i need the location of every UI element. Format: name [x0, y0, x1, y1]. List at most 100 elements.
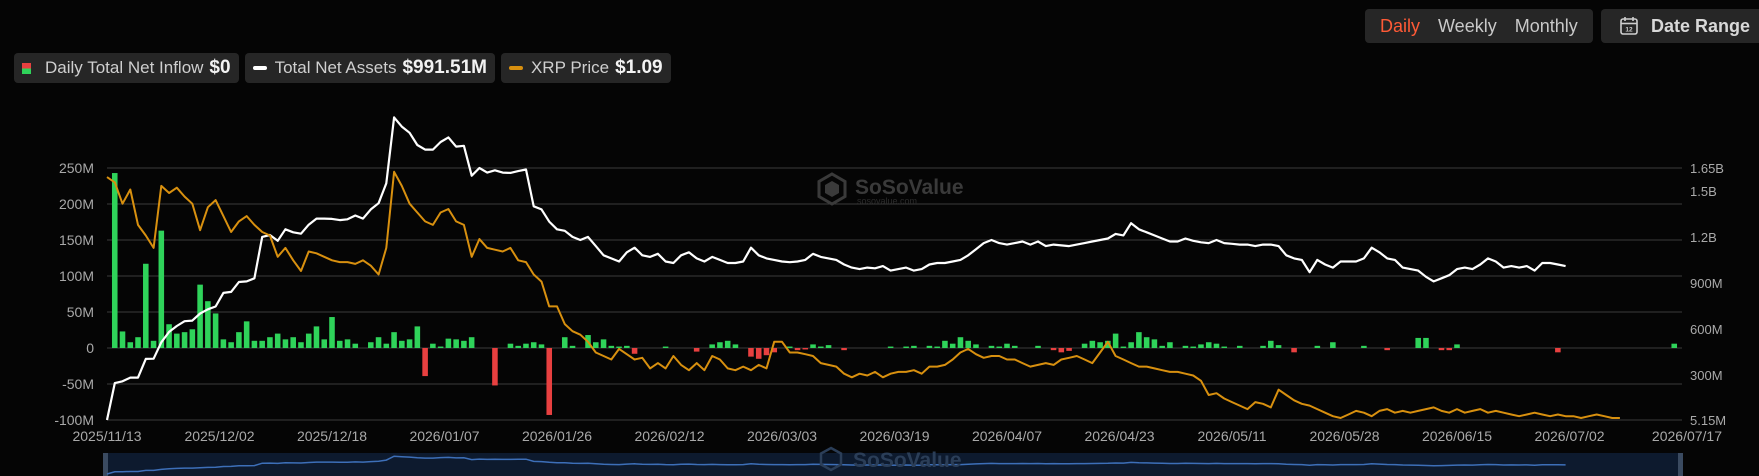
inflow-bar[interactable] — [616, 346, 622, 348]
inflow-bar[interactable] — [887, 346, 894, 348]
inflow-bar[interactable] — [631, 348, 638, 354]
inflow-bar[interactable] — [290, 337, 296, 348]
inflow-bar[interactable] — [329, 317, 335, 348]
inflow-bar[interactable] — [732, 344, 739, 348]
inflow-bar[interactable] — [763, 348, 770, 356]
inflow-bar[interactable] — [166, 324, 172, 348]
inflow-bar[interactable] — [445, 338, 452, 348]
inflow-bar[interactable] — [965, 340, 971, 348]
inflow-bar[interactable] — [1268, 340, 1274, 348]
inflow-bar[interactable] — [546, 348, 553, 415]
inflow-bar[interactable] — [1236, 345, 1243, 348]
inflow-bar[interactable] — [220, 339, 227, 348]
inflow-bar[interactable] — [461, 340, 467, 348]
inflow-bar[interactable] — [181, 332, 188, 348]
inflow-bar[interactable] — [507, 343, 514, 348]
inflow-bar[interactable] — [1384, 348, 1390, 351]
inflow-bar[interactable] — [1190, 346, 1196, 348]
inflow-bar[interactable] — [988, 345, 995, 348]
inflow-bar[interactable] — [1260, 345, 1266, 348]
inflow-bar[interactable] — [957, 337, 964, 348]
inflow-bar[interactable] — [530, 342, 537, 348]
inflow-bar[interactable] — [368, 342, 374, 348]
inflow-bar[interactable] — [903, 346, 909, 348]
inflow-bar[interactable] — [1151, 339, 1158, 348]
inflow-bar[interactable] — [523, 343, 529, 348]
inflow-bar[interactable] — [1120, 346, 1127, 348]
inflow-bar[interactable] — [1167, 342, 1173, 348]
inflow-bar[interactable] — [344, 339, 351, 348]
inflow-bar[interactable] — [934, 346, 940, 348]
inflow-bar[interactable] — [135, 337, 141, 348]
inflow-bar[interactable] — [321, 339, 328, 348]
inflow-bar[interactable] — [150, 340, 157, 348]
inflow-bar[interactable] — [996, 346, 1003, 348]
inflow-bar[interactable] — [189, 329, 196, 348]
inflow-bar[interactable] — [305, 333, 312, 348]
inflow-bar[interactable] — [662, 346, 669, 348]
inflow-bar[interactable] — [267, 337, 273, 348]
inflow-bar[interactable] — [453, 339, 459, 348]
inflow-bar[interactable] — [236, 332, 242, 348]
inflow-bar[interactable] — [437, 346, 444, 348]
inflow-bar[interactable] — [942, 340, 948, 348]
inflow-bar[interactable] — [1446, 348, 1453, 351]
inflow-bar[interactable] — [422, 348, 428, 377]
inflow-bar[interactable] — [1221, 346, 1228, 348]
inflow-bar[interactable] — [1097, 342, 1103, 348]
inflow-bar[interactable] — [1011, 345, 1018, 348]
inflow-bar[interactable] — [143, 263, 149, 348]
inflow-bar[interactable] — [515, 345, 521, 348]
inflow-bar[interactable] — [414, 326, 421, 348]
inflow-bar[interactable] — [1035, 345, 1041, 348]
inflow-bar[interactable] — [197, 284, 203, 348]
inflow-bar[interactable] — [786, 346, 793, 348]
legend-total-net-assets[interactable]: Total Net Assets $991.51M — [244, 53, 495, 83]
inflow-bar[interactable] — [399, 340, 405, 348]
inflow-bar[interactable] — [1213, 343, 1220, 348]
inflow-bar[interactable] — [111, 173, 118, 348]
inflow-bar[interactable] — [911, 345, 917, 348]
inflow-bar[interactable] — [383, 343, 390, 348]
inflow-bar[interactable] — [158, 230, 165, 348]
inflow-bar[interactable] — [1205, 342, 1212, 348]
inflow-bar[interactable] — [274, 333, 281, 348]
range-navigator[interactable]: SoSoValue — [103, 446, 1683, 476]
inflow-bar[interactable] — [352, 343, 359, 348]
inflow-bar[interactable] — [430, 343, 436, 348]
inflow-bar[interactable] — [1128, 342, 1134, 348]
inflow-bar[interactable] — [624, 345, 630, 348]
inflow-bar[interactable] — [926, 345, 933, 348]
inflow-bar[interactable] — [608, 345, 615, 348]
inflow-bar[interactable] — [406, 339, 413, 348]
inflow-bar[interactable] — [1671, 343, 1678, 348]
inflow-bar[interactable] — [1361, 345, 1367, 348]
legend-daily-net-inflow[interactable]: Daily Total Net Inflow $0 — [14, 53, 239, 83]
inflow-bar[interactable] — [949, 343, 956, 348]
inflow-bar[interactable] — [810, 344, 816, 348]
inflow-bar[interactable] — [1423, 337, 1429, 348]
inflow-bar[interactable] — [538, 344, 545, 348]
inflow-bar[interactable] — [1081, 343, 1088, 348]
inflow-bar[interactable] — [313, 326, 320, 348]
inflow-bar[interactable] — [174, 333, 180, 348]
inflow-bar[interactable] — [119, 331, 126, 348]
legend-xrp-price[interactable]: XRP Price $1.09 — [500, 53, 671, 83]
inflow-bar[interactable] — [336, 340, 343, 348]
inflow-bar[interactable] — [973, 344, 979, 348]
inflow-bar[interactable] — [468, 337, 475, 348]
inflow-bar[interactable] — [1275, 345, 1282, 348]
inflow-bar[interactable] — [375, 337, 382, 348]
inflow-bar[interactable] — [748, 348, 754, 357]
inflow-bar[interactable] — [251, 340, 258, 348]
tab-weekly[interactable]: Weekly — [1438, 15, 1497, 36]
tab-monthly[interactable]: Monthly — [1514, 15, 1578, 36]
inflow-bar[interactable] — [755, 348, 762, 359]
inflow-bar[interactable] — [1105, 340, 1111, 348]
inflow-bar[interactable] — [1050, 348, 1057, 351]
navigator-right-handle[interactable] — [1678, 453, 1683, 476]
inflow-bar[interactable] — [1415, 337, 1421, 348]
inflow-bar[interactable] — [693, 348, 700, 352]
inflow-bar[interactable] — [593, 342, 599, 348]
inflow-bar[interactable] — [1330, 342, 1336, 348]
